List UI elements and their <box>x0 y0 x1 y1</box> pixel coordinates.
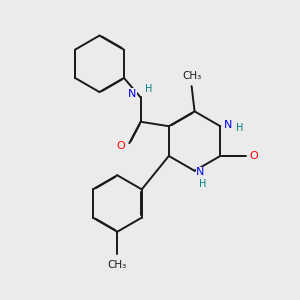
Text: H: H <box>199 178 206 189</box>
Text: N: N <box>224 120 232 130</box>
Text: N: N <box>128 89 136 99</box>
Text: CH₃: CH₃ <box>108 260 127 270</box>
Text: N: N <box>196 167 205 177</box>
Text: CH₃: CH₃ <box>182 71 201 81</box>
Text: H: H <box>145 84 153 94</box>
Text: O: O <box>250 151 258 161</box>
Text: H: H <box>236 123 243 133</box>
Text: O: O <box>117 141 125 151</box>
